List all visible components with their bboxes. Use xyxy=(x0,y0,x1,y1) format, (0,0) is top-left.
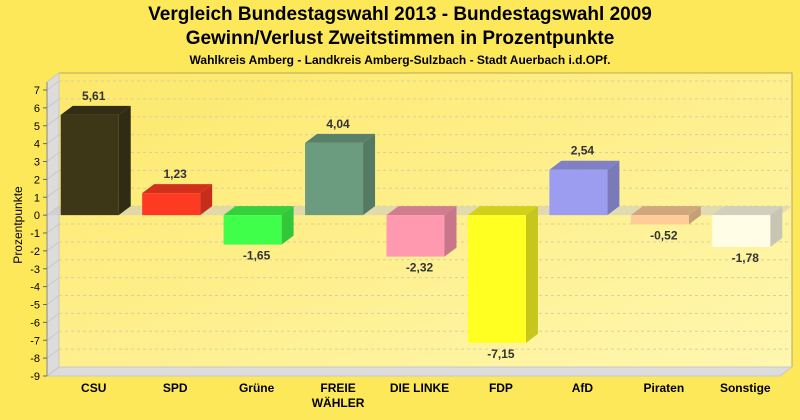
bar-top xyxy=(60,105,131,115)
bar-side xyxy=(363,133,376,216)
x-tick-label: AfD xyxy=(572,381,594,395)
bar-csu xyxy=(60,105,131,216)
bar-front xyxy=(712,215,771,247)
data-label: 2,54 xyxy=(571,144,595,158)
bar-front xyxy=(142,193,201,216)
data-label: 5,61 xyxy=(82,89,106,103)
gridline-wall xyxy=(46,223,60,234)
gridline-wall xyxy=(46,134,60,145)
x-tick-label: CSU xyxy=(81,381,106,395)
y-tick-label: 1 xyxy=(34,192,40,204)
gridline-wall xyxy=(46,277,60,288)
gridline-wall xyxy=(46,312,60,323)
gridline-wall xyxy=(46,259,60,270)
data-label: -7,15 xyxy=(487,347,515,361)
gridline-wall xyxy=(46,169,60,180)
bar-spd xyxy=(142,184,213,216)
gridline-wall xyxy=(46,98,60,109)
gridline-wall xyxy=(46,205,60,216)
y-tick-label: -4 xyxy=(30,282,40,294)
bar-top xyxy=(223,206,294,216)
gridline-wall xyxy=(46,348,60,359)
y-tick-label: -6 xyxy=(30,317,40,329)
x-tick-label: FREIE WÄHLER xyxy=(312,381,365,410)
chart-subsubtitle: Wahlkreis Amberg - Landkreis Amberg-Sulz… xyxy=(189,53,611,67)
x-tick-label: SPD xyxy=(163,381,188,395)
y-tick-label: 2 xyxy=(34,174,40,186)
bar-freie-wähler xyxy=(305,133,376,216)
data-label: -2,32 xyxy=(406,261,434,275)
bar-front xyxy=(630,215,689,225)
bar-top xyxy=(467,206,538,216)
gridline-wall xyxy=(46,295,60,305)
bar-afd xyxy=(549,160,620,216)
y-tick-label: 3 xyxy=(34,157,40,169)
y-tick-label: -9 xyxy=(30,371,40,383)
y-tick-label: -3 xyxy=(30,264,40,276)
bar-side xyxy=(607,160,620,216)
data-label: -1,78 xyxy=(732,251,760,265)
bar-top xyxy=(305,133,376,143)
bar-side xyxy=(281,206,294,245)
gridline-wall xyxy=(46,80,60,91)
gridline-wall xyxy=(46,330,60,341)
gridline-wall xyxy=(46,152,60,162)
bar-front xyxy=(223,215,282,245)
bar-top xyxy=(712,206,783,216)
bar-front xyxy=(386,215,445,257)
x-tick-label: Grüne xyxy=(239,381,275,395)
chart-title: Vergleich Bundestagswahl 2013 - Bundesta… xyxy=(148,4,652,25)
bar-side xyxy=(770,206,783,247)
x-tick-label: Sonstige xyxy=(720,381,771,395)
bar-top xyxy=(142,184,213,194)
bar-die-linke xyxy=(386,206,457,257)
y-tick-label: 0 xyxy=(34,210,40,222)
y-tick-label: -8 xyxy=(30,353,40,365)
plot-floor xyxy=(45,366,794,377)
x-tick-label: Piraten xyxy=(643,381,684,395)
data-label: 1,23 xyxy=(163,167,187,181)
bar-front xyxy=(467,215,526,343)
bar-grüne xyxy=(223,206,294,245)
y-tick-label: 5 xyxy=(34,121,40,133)
bar-front xyxy=(549,169,608,216)
bar-top xyxy=(386,206,457,216)
bar-side xyxy=(444,206,457,257)
chart-subtitle: Gewinn/Verlust Zweitstimmen in Prozentpu… xyxy=(185,28,615,49)
x-tick-label: DIE LINKE xyxy=(390,381,449,395)
y-tick-label: -7 xyxy=(30,335,40,347)
gridline-wall xyxy=(46,116,60,127)
bar-side xyxy=(525,206,538,343)
x-tick-label: FDP xyxy=(489,381,513,395)
y-tick-label: -5 xyxy=(30,300,40,312)
bar-sonstige xyxy=(712,206,783,247)
y-tick-label: -2 xyxy=(30,246,40,258)
data-label: -0,52 xyxy=(650,228,678,242)
y-tick-label: 6 xyxy=(34,103,40,115)
data-label: -1,65 xyxy=(243,249,271,263)
data-label: 4,04 xyxy=(326,117,350,131)
bar-side xyxy=(200,184,213,216)
y-tick-label: 7 xyxy=(34,85,40,97)
y-tick-label: -1 xyxy=(30,228,40,240)
gridline-wall xyxy=(46,187,60,198)
gridline-wall xyxy=(46,241,60,252)
bar-front xyxy=(60,114,119,216)
y-axis-label: Prozentpunkte xyxy=(11,186,25,264)
bar-front xyxy=(305,142,364,216)
bar-top xyxy=(549,160,620,170)
bar-piraten xyxy=(630,206,701,225)
bar-top xyxy=(630,206,701,216)
bar-side xyxy=(118,105,131,216)
bar-fdp xyxy=(467,206,538,343)
gridline-wall xyxy=(46,366,60,377)
y-tick-label: 4 xyxy=(34,139,40,151)
bar-side xyxy=(688,206,701,225)
